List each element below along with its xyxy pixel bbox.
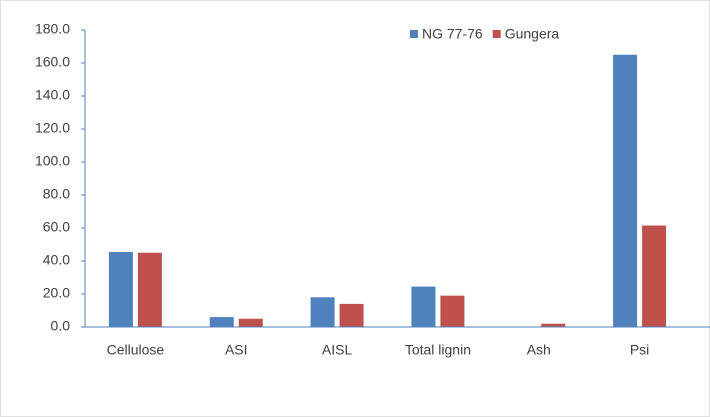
y-tick-label: 100.0 [35,153,70,169]
x-tick-label: Psi [630,342,649,358]
bar [541,323,566,327]
bar [339,303,364,327]
x-tick-label: Total lignin [405,342,471,358]
x-tick-label: AISL [322,342,353,358]
bar [613,54,638,327]
y-tick-label: 60.0 [43,219,70,235]
legend-swatch [410,30,418,38]
y-tick-label: 180.0 [35,21,70,37]
legend-label: NG 77-76 [422,26,483,42]
legend-label: Gungera [505,26,560,42]
y-tick-label: 120.0 [35,120,70,136]
bar [310,297,335,327]
bar [137,252,162,327]
y-tick-label: 140.0 [35,87,70,103]
y-tick-label: 20.0 [43,285,70,301]
x-tick-label: Ash [527,342,551,358]
bar [209,317,234,327]
y-tick-label: 40.0 [43,252,70,268]
bar [238,318,263,327]
bar [642,225,667,327]
y-tick-label: 160.0 [35,54,70,70]
y-tick-label: 0.0 [51,318,71,334]
legend-swatch [492,30,501,38]
bar [108,251,133,327]
y-tick-label: 80.0 [43,186,70,202]
x-tick-label: ASI [225,342,248,358]
bar [440,295,465,327]
x-tick-label: Cellulose [107,342,165,358]
bar [411,286,436,327]
